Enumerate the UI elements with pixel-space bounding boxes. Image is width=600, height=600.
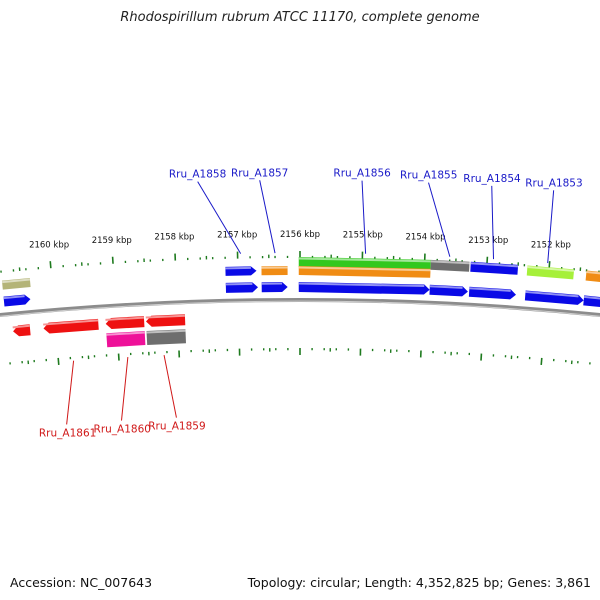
backbone-arc: [0, 298, 600, 318]
forward-gene: [468, 286, 516, 300]
kbp-label: 2158 kbp: [154, 233, 194, 243]
forward-gene: [225, 266, 257, 276]
forward-gene-label-text: Rru_A1854: [463, 173, 521, 185]
forward-gene-shine: [525, 290, 579, 298]
forward-gene-label-leader: [547, 190, 555, 264]
forward-gene: [261, 266, 288, 276]
outer-tick: [49, 261, 52, 269]
forward-gene-shine: [586, 271, 600, 275]
inner-tick: [57, 357, 60, 365]
forward-gene: [1, 278, 31, 290]
kbp-label: 2154 kbp: [406, 233, 446, 243]
kbp-label: 2157 kbp: [217, 231, 257, 241]
forward-gene: [261, 282, 288, 293]
tick-track: 2160 kbp 2159 kbp 2158 kbp 2157 kbp 2156 kbp…: [0, 230, 600, 365]
reverse-gene-shine: [145, 314, 185, 319]
reverse-gene: [145, 314, 186, 327]
reverse-gene-label-text: Rru_A1860: [94, 424, 151, 436]
gene-track: [1, 257, 600, 348]
forward-gene-shine: [298, 266, 431, 272]
reverse-gene: [43, 318, 99, 334]
forward-gene: [298, 257, 431, 270]
forward-gene-shine: [225, 266, 251, 270]
forward-gene-shine: [583, 295, 600, 300]
forward-gene: [470, 261, 519, 275]
kbp-label: 2160 kbp: [29, 240, 69, 250]
forward-gene-label-text: Rru_A1853: [525, 177, 582, 189]
forward-gene-shine: [469, 287, 511, 292]
forward-gene-shine: [3, 295, 25, 300]
forward-gene-label-leader: [197, 181, 242, 254]
forward-gene-shine: [298, 257, 431, 263]
reverse-gene-shine: [146, 329, 186, 334]
gene-labels: Rru_A1858 Rru_A1857 Rru_A1856 Rru_A1855 Rru_…: [39, 167, 583, 439]
reverse-gene: [146, 329, 186, 345]
forward-gene: [430, 259, 470, 272]
reverse-gene-shine: [106, 331, 145, 336]
forward-gene: [298, 282, 430, 295]
accession-text: Accession: NC_007643: [10, 575, 153, 590]
reverse-gene-shine: [105, 316, 145, 321]
reverse-gene-label-text: Rru_A1859: [148, 421, 205, 433]
reverse-gene-label-leader: [66, 360, 75, 425]
inner-tick: [540, 357, 543, 365]
topology-text: Topology: circular; Length: 4,352,825 bp…: [247, 575, 591, 590]
outer-tick: [548, 261, 551, 269]
forward-gene-label-text: Rru_A1858: [169, 169, 226, 181]
kbp-label: 2155 kbp: [343, 231, 383, 241]
forward-gene-label-leader: [491, 185, 495, 260]
forward-gene-shine: [429, 285, 463, 289]
forward-gene: [583, 295, 600, 308]
forward-gene-label-leader: [259, 180, 276, 254]
reverse-gene-label-leader: [163, 355, 177, 418]
map-title: Rhodospirillum rubrum ATCC 11170, comple…: [120, 10, 480, 25]
forward-gene-shine: [1, 278, 31, 284]
forward-gene-label-leader: [428, 182, 451, 257]
forward-gene: [585, 270, 600, 282]
forward-gene: [3, 294, 31, 307]
forward-gene: [429, 284, 468, 297]
reverse-gene: [105, 316, 145, 329]
kbp-label: 2156 kbp: [280, 230, 320, 240]
kbp-label: 2159 kbp: [92, 236, 132, 246]
forward-gene-label-text: Rru_A1855: [400, 170, 457, 182]
forward-gene-shine: [527, 266, 575, 272]
kbp-label: 2153 kbp: [468, 236, 508, 246]
reverse-gene-label-leader: [121, 356, 129, 421]
forward-gene: [526, 265, 575, 280]
forward-gene-shine: [298, 282, 425, 288]
reverse-gene-body: [146, 329, 186, 345]
reverse-gene-shine: [12, 324, 30, 329]
backbone: [0, 298, 600, 318]
reverse-gene: [12, 324, 31, 337]
forward-gene: [225, 282, 258, 293]
forward-gene-label-leader: [361, 180, 367, 254]
forward-gene-shine: [225, 282, 253, 286]
forward-gene-label-text: Rru_A1856: [333, 168, 391, 180]
forward-gene-label-text: Rru_A1857: [231, 167, 288, 179]
backbone-highlight: [0, 300, 600, 317]
reverse-gene-shine: [43, 319, 99, 326]
reverse-gene: [106, 331, 146, 348]
reverse-gene-label-text: Rru_A1861: [39, 427, 96, 439]
forward-gene-shine: [470, 262, 519, 268]
kbp-label: 2152 kbp: [531, 240, 571, 250]
forward-gene-shine: [430, 260, 470, 265]
forward-gene: [524, 290, 584, 305]
forward-gene: [298, 266, 431, 278]
